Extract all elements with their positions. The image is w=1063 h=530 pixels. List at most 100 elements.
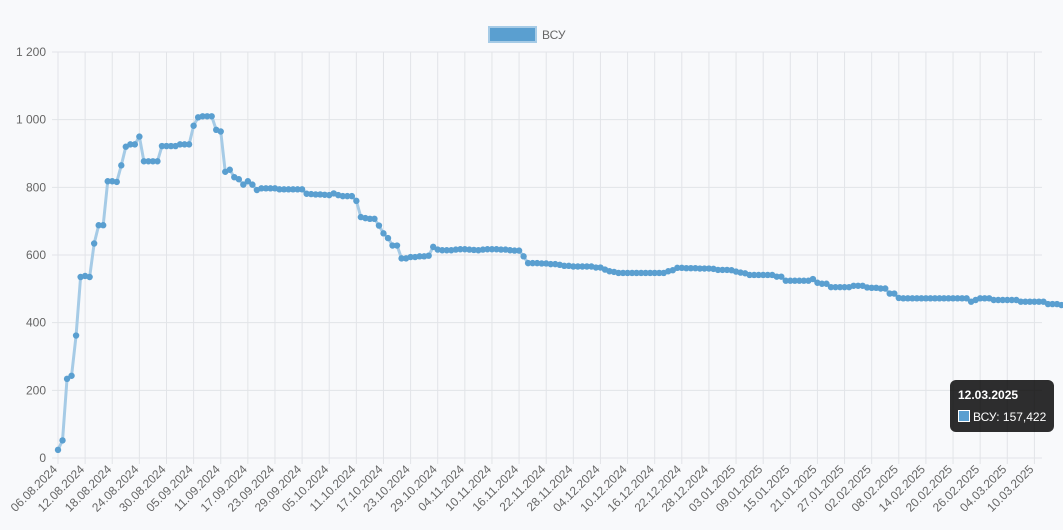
data-point[interactable]	[425, 252, 432, 259]
data-point[interactable]	[217, 128, 224, 135]
data-point[interactable]	[949, 295, 957, 302]
data-point[interactable]	[791, 277, 799, 284]
data-point[interactable]	[882, 285, 889, 292]
data-point[interactable]	[298, 186, 306, 193]
data-point[interactable]	[646, 269, 654, 277]
data-point[interactable]	[904, 295, 912, 302]
data-point[interactable]	[484, 246, 491, 253]
data-point[interactable]	[823, 280, 830, 287]
data-point[interactable]	[235, 176, 243, 183]
data-point[interactable]	[63, 375, 71, 383]
data-point[interactable]	[181, 141, 188, 148]
data-point[interactable]	[54, 446, 62, 454]
data-point[interactable]	[154, 158, 161, 165]
data-point[interactable]	[637, 269, 645, 277]
series-points[interactable]	[54, 113, 1063, 454]
data-point[interactable]	[176, 141, 184, 148]
data-point[interactable]	[371, 215, 378, 222]
data-point[interactable]	[267, 185, 274, 192]
data-point[interactable]	[208, 113, 215, 120]
data-point[interactable]	[592, 264, 600, 271]
data-point[interactable]	[818, 280, 826, 287]
data-point[interactable]	[249, 181, 256, 188]
data-point[interactable]	[642, 269, 649, 277]
data-point[interactable]	[900, 295, 907, 302]
data-point[interactable]	[746, 271, 753, 279]
data-point[interactable]	[497, 246, 505, 253]
data-point[interactable]	[651, 269, 658, 277]
data-point[interactable]	[891, 290, 898, 297]
data-point[interactable]	[656, 269, 663, 277]
data-point[interactable]	[719, 266, 726, 274]
data-point[interactable]	[619, 269, 627, 277]
data-point[interactable]	[913, 295, 921, 302]
data-point[interactable]	[561, 262, 568, 270]
data-point[interactable]	[136, 133, 143, 140]
data-point[interactable]	[190, 122, 197, 129]
data-point[interactable]	[457, 246, 464, 253]
data-point[interactable]	[127, 141, 134, 148]
data-point[interactable]	[927, 295, 934, 302]
data-point[interactable]	[384, 234, 392, 242]
data-point[interactable]	[1035, 298, 1043, 305]
data-point[interactable]	[366, 215, 374, 222]
data-point[interactable]	[353, 197, 360, 205]
data-point[interactable]	[199, 113, 206, 120]
data-point[interactable]	[95, 222, 102, 229]
data-point[interactable]	[262, 185, 270, 192]
data-point[interactable]	[931, 295, 939, 302]
data-point[interactable]	[312, 191, 319, 198]
data-point[interactable]	[1022, 298, 1029, 305]
data-point[interactable]	[140, 158, 148, 165]
data-point[interactable]	[687, 264, 695, 272]
data-point[interactable]	[995, 296, 1002, 304]
data-point[interactable]	[538, 260, 545, 267]
data-point[interactable]	[1044, 300, 1052, 308]
data-point[interactable]	[922, 295, 930, 302]
data-point[interactable]	[68, 372, 75, 379]
data-point[interactable]	[954, 295, 961, 302]
data-point[interactable]	[258, 185, 265, 192]
data-point[interactable]	[1058, 301, 1063, 309]
data-point[interactable]	[877, 285, 884, 292]
data-point[interactable]	[407, 253, 414, 261]
data-point[interactable]	[398, 255, 405, 262]
data-point[interactable]	[226, 166, 233, 173]
data-point[interactable]	[981, 295, 988, 302]
data-point[interactable]	[244, 178, 252, 185]
data-point[interactable]	[714, 266, 722, 274]
data-point[interactable]	[909, 295, 916, 302]
data-point[interactable]	[439, 247, 446, 254]
data-point[interactable]	[583, 263, 591, 270]
data-point[interactable]	[163, 142, 170, 150]
data-point[interactable]	[701, 265, 708, 272]
data-point[interactable]	[574, 263, 582, 270]
data-point[interactable]	[945, 295, 952, 302]
data-point[interactable]	[104, 178, 111, 185]
data-point[interactable]	[958, 295, 966, 302]
data-point[interactable]	[778, 273, 785, 280]
data-point[interactable]	[86, 273, 93, 281]
data-point[interactable]	[90, 240, 98, 247]
data-point[interactable]	[515, 247, 523, 254]
data-point[interactable]	[185, 141, 193, 148]
data-point[interactable]	[624, 269, 631, 277]
data-point[interactable]	[800, 277, 808, 284]
data-point[interactable]	[1031, 298, 1038, 305]
data-point[interactable]	[380, 230, 387, 237]
data-point[interactable]	[344, 192, 351, 200]
data-point[interactable]	[118, 162, 125, 169]
data-point[interactable]	[339, 192, 346, 200]
data-point[interactable]	[773, 273, 780, 280]
data-point[interactable]	[940, 295, 948, 302]
data-point[interactable]	[389, 242, 396, 249]
data-point[interactable]	[149, 158, 157, 165]
data-point[interactable]	[570, 263, 577, 270]
data-point[interactable]	[854, 282, 862, 289]
data-point[interactable]	[167, 142, 175, 150]
data-point[interactable]	[683, 264, 690, 272]
data-point[interactable]	[511, 247, 518, 254]
data-point[interactable]	[633, 269, 640, 277]
data-point[interactable]	[294, 186, 301, 193]
data-point[interactable]	[628, 269, 636, 277]
